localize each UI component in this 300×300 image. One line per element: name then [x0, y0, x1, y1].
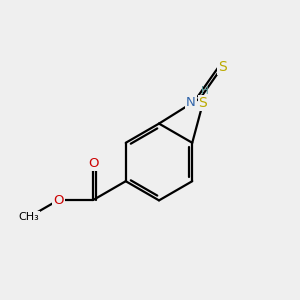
- Text: H: H: [201, 86, 208, 96]
- Text: CH₃: CH₃: [18, 212, 39, 222]
- Text: S: S: [218, 60, 227, 74]
- Text: O: O: [88, 157, 98, 170]
- Text: O: O: [53, 194, 64, 206]
- Text: S: S: [199, 96, 207, 110]
- Text: N: N: [186, 96, 196, 109]
